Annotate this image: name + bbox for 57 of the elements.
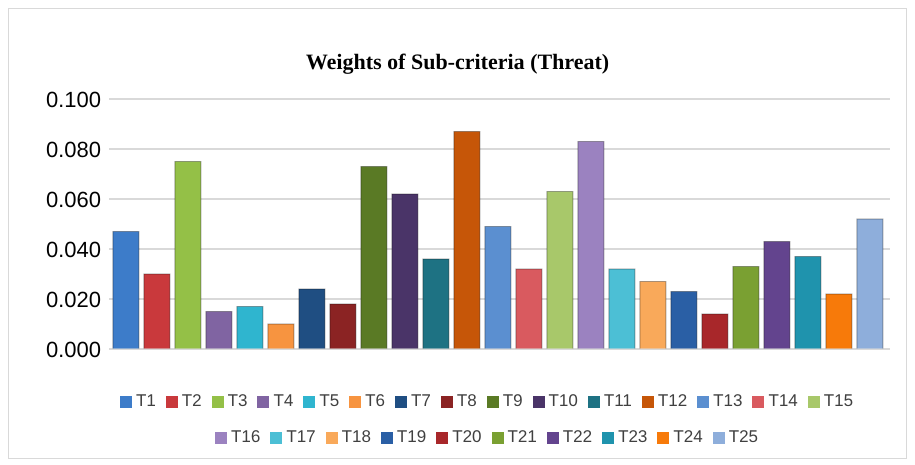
bar bbox=[112, 231, 140, 349]
bar bbox=[422, 258, 450, 349]
legend-label: T17 bbox=[286, 427, 316, 446]
legend-label: T10 bbox=[548, 391, 578, 410]
bar bbox=[391, 194, 418, 349]
legend-label: T13 bbox=[713, 391, 742, 410]
bar bbox=[608, 268, 636, 349]
legend-label: T14 bbox=[768, 391, 798, 410]
bar bbox=[546, 191, 574, 349]
legend-label: T1 bbox=[136, 391, 156, 410]
bar bbox=[453, 131, 480, 349]
legend-label: T2 bbox=[182, 391, 202, 410]
y-tick-label: 0.040 bbox=[46, 236, 101, 262]
legend-label: T25 bbox=[728, 427, 758, 446]
legend-label: T21 bbox=[508, 427, 537, 446]
chart-title: Weights of Sub-criteria (Threat) bbox=[304, 49, 610, 75]
bar bbox=[205, 311, 232, 349]
bar bbox=[701, 314, 728, 349]
bar bbox=[763, 241, 790, 349]
y-tick-label: 0.020 bbox=[46, 286, 101, 312]
bar bbox=[267, 324, 294, 349]
legend-label: T15 bbox=[824, 391, 854, 410]
legend-label: T22 bbox=[562, 427, 592, 446]
legend-label: T24 bbox=[673, 427, 703, 446]
y-tick-label: 0.060 bbox=[46, 186, 101, 212]
bar bbox=[484, 226, 512, 349]
bar bbox=[856, 218, 884, 349]
y-tick-label: 0.080 bbox=[46, 136, 101, 162]
bar bbox=[143, 274, 170, 349]
bar bbox=[670, 291, 698, 349]
legend-label: T23 bbox=[618, 427, 648, 446]
bar bbox=[732, 266, 760, 349]
legend-label: T3 bbox=[228, 391, 248, 410]
y-tick-label: 0.000 bbox=[46, 336, 101, 362]
y-tick-label: 0.100 bbox=[46, 86, 101, 112]
bar bbox=[515, 268, 542, 349]
bar bbox=[174, 161, 202, 349]
bar bbox=[794, 256, 822, 349]
bar bbox=[639, 281, 666, 349]
bar bbox=[329, 304, 356, 349]
legend-label: T6 bbox=[365, 391, 385, 410]
legend-label: T5 bbox=[319, 391, 340, 410]
legend-label: T11 bbox=[604, 391, 632, 410]
legend-label: T9 bbox=[502, 391, 523, 410]
legend-label: T18 bbox=[342, 427, 371, 446]
legend-label: T7 bbox=[411, 391, 431, 410]
bar bbox=[236, 306, 264, 349]
legend-label: T16 bbox=[231, 427, 260, 446]
bar bbox=[298, 288, 326, 349]
bar bbox=[577, 141, 604, 349]
legend-label: T19 bbox=[396, 427, 426, 446]
bar bbox=[360, 166, 388, 349]
legend-label: T20 bbox=[452, 427, 482, 446]
legend-label: T4 bbox=[273, 391, 294, 410]
legend-label: T8 bbox=[456, 391, 477, 410]
legend-label: T12 bbox=[658, 391, 688, 410]
bar bbox=[825, 294, 852, 349]
